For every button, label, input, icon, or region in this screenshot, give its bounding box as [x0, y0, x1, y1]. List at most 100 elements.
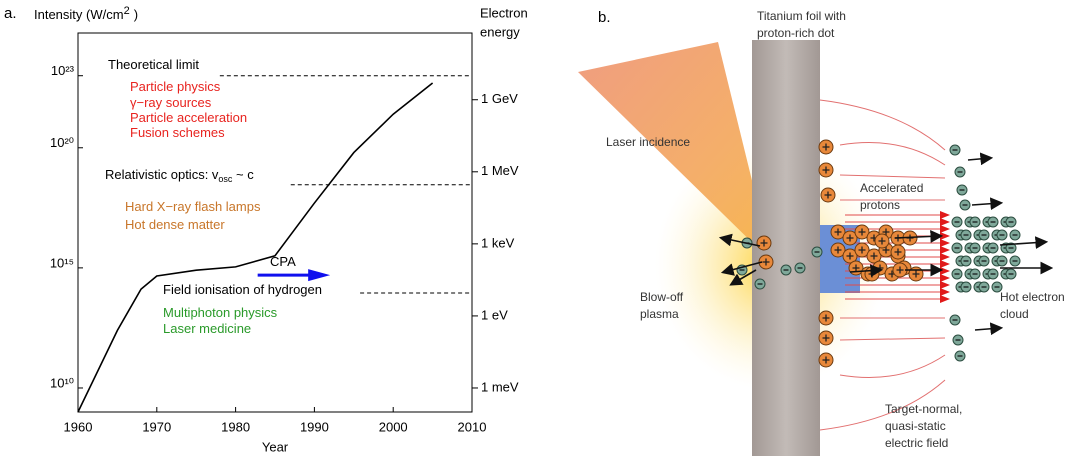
- field-arrowhead: [940, 246, 950, 254]
- y2-tick-label: 1 GeV: [481, 91, 518, 106]
- y2-tick-label: 1 eV: [481, 307, 508, 322]
- proton-sign: [834, 228, 842, 236]
- x-tick-label: 1980: [221, 419, 250, 434]
- annotation: Hot dense matter: [125, 217, 225, 232]
- annotation-text: Fusion schemes: [130, 125, 225, 140]
- proton-sign: [824, 191, 832, 199]
- proton-sign: [882, 246, 890, 254]
- annotation-subscript: osc: [218, 174, 233, 184]
- diagram-panel: b. Titanium foil with proton-rich dot Laser…: [578, 9, 1065, 456]
- proton-sign: [882, 228, 890, 236]
- annotation-text: Multiphoton physics: [163, 305, 278, 320]
- proton-sign: [822, 356, 830, 364]
- field-arrowhead: [940, 281, 950, 289]
- x-axis-label: Year: [262, 439, 289, 454]
- proton-sign: [846, 234, 854, 242]
- motion-arrow: [999, 236, 1049, 250]
- y2-tick-label: 1 keV: [481, 235, 515, 250]
- x-tick-label: 1960: [64, 419, 93, 434]
- cpa-arrow: [257, 269, 331, 282]
- proton-sign: [762, 258, 770, 266]
- field-line: [839, 174, 946, 179]
- motion-arrow: [849, 264, 884, 278]
- chart-panel: Intensity (W/cm2) Electron energy Year 1960 1…: [34, 5, 528, 455]
- field-arrowhead: [940, 260, 950, 268]
- field-line: [839, 142, 946, 166]
- annotation: Hard X−ray flash lamps: [125, 199, 261, 214]
- diagram-label: quasi-static: [885, 419, 946, 433]
- proton-sign: [896, 266, 904, 274]
- proton-sign: [852, 264, 860, 272]
- proton-sign: [858, 228, 866, 236]
- annotation-text: Hot dense matter: [125, 217, 225, 232]
- field-arrowhead: [940, 225, 950, 233]
- annotation-text: CPA: [270, 254, 296, 269]
- y-axis-label: Intensity (W/cm2): [34, 5, 138, 23]
- field-arrowhead: [940, 253, 950, 261]
- annotation: Particle acceleration: [130, 110, 247, 125]
- field-arrowhead: [940, 239, 950, 247]
- y-tick-label: 10²⁰: [50, 135, 74, 150]
- y-tick-label: 10¹⁵: [50, 255, 74, 270]
- proton-sign: [912, 270, 920, 278]
- annotation: CPA: [270, 254, 296, 269]
- annotation: Laser medicine: [163, 321, 251, 336]
- y2-tick-label: 1 MeV: [481, 163, 519, 178]
- motion-arrow: [894, 230, 944, 243]
- panel-label: b.: [598, 9, 611, 26]
- motion-arrow: [971, 197, 1004, 211]
- proton-sign: [878, 237, 886, 245]
- proton-sign: [760, 239, 768, 247]
- field-line: [819, 99, 946, 151]
- annotation-text: Particle acceleration: [130, 110, 247, 125]
- diagram-label: Target-normal,: [885, 402, 962, 416]
- x-tick-label: 2010: [458, 419, 487, 434]
- annotation-text: Relativistic optics: v: [105, 167, 219, 182]
- proton-sign: [822, 334, 830, 342]
- diagram-label: Accelerated: [860, 181, 923, 195]
- annotation: Fusion schemes: [130, 125, 225, 140]
- x-tick-label: 1990: [300, 419, 329, 434]
- motion-arrow: [974, 322, 1004, 336]
- diagram-label: cloud: [1000, 307, 1029, 321]
- field-arrowhead: [940, 211, 950, 219]
- proton-sign: [870, 252, 878, 260]
- y-tick-label: 10²³: [51, 63, 75, 78]
- annotation: Relativistic optics: vosc ~ c: [105, 167, 254, 184]
- diagram-label: protons: [860, 198, 900, 212]
- proton-sign: [846, 252, 854, 260]
- data-line: [77, 82, 434, 413]
- field-line: [839, 337, 946, 341]
- annotation-text: Theoretical limit: [108, 57, 199, 72]
- y-axis-label-sup: 2: [124, 5, 130, 17]
- field-line: [819, 379, 946, 431]
- annotation-text: Particle physics: [130, 79, 221, 94]
- y2-axis-label: energy: [480, 24, 520, 39]
- annotation-text: Laser medicine: [163, 321, 251, 336]
- diagram-label: electric field: [885, 436, 948, 450]
- diagram-label: Hot electron: [1000, 290, 1065, 304]
- field-arrowhead: [940, 274, 950, 282]
- annotation-text: γ−ray sources: [130, 95, 212, 110]
- y2-tick-label: 1 meV: [481, 379, 519, 394]
- field-arrowhead: [940, 295, 950, 303]
- y-axis-label-suffix: ): [134, 7, 138, 22]
- annotation-text: Field ionisation of hydrogen: [163, 282, 322, 297]
- annotation: Multiphoton physics: [163, 305, 278, 320]
- x-tick-label: 2000: [379, 419, 408, 434]
- field-arrowhead: [940, 288, 950, 296]
- annotation-suffix: ~ c: [232, 167, 254, 182]
- field-arrowhead: [940, 232, 950, 240]
- y-axis-label-text: Intensity (W/cm: [34, 7, 124, 22]
- diagram-label: Laser incidence: [606, 135, 690, 149]
- laser-cone: [578, 42, 772, 262]
- motion-arrow: [720, 261, 763, 276]
- annotation: Particle physics: [130, 79, 221, 94]
- motion-arrow: [967, 152, 994, 166]
- proton-sign: [822, 143, 830, 151]
- motion-arrow: [729, 269, 757, 286]
- x-tick-label: 1970: [142, 419, 171, 434]
- annotation: Field ionisation of hydrogen: [163, 282, 322, 297]
